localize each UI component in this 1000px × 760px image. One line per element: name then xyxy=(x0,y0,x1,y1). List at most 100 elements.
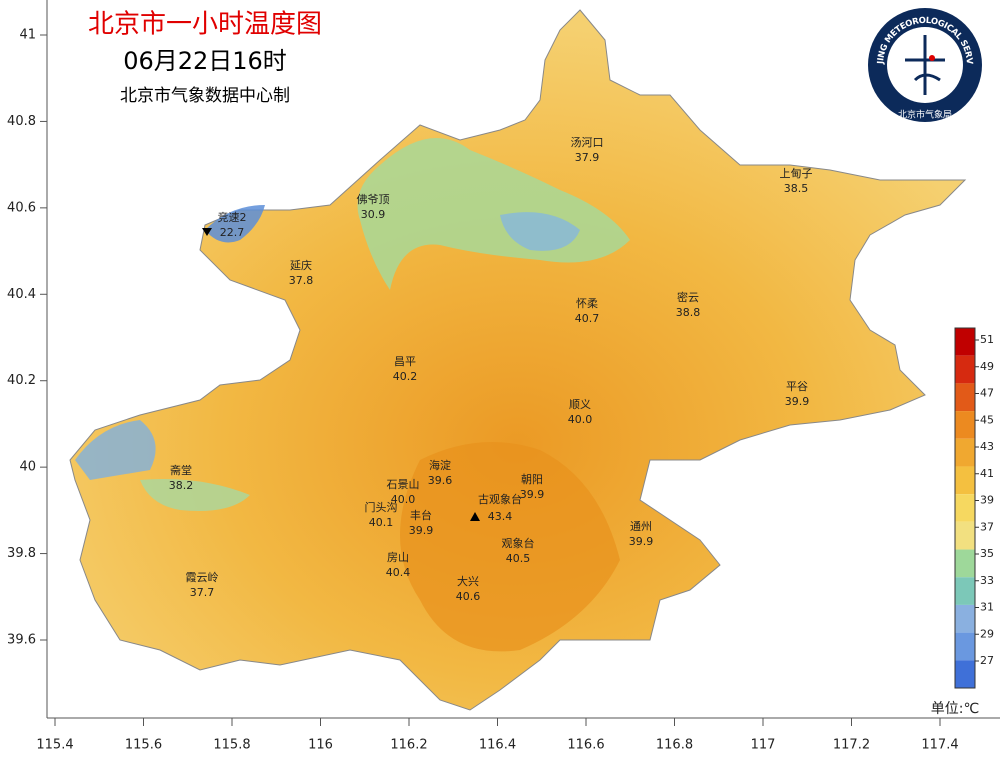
station-value: 39.9 xyxy=(520,488,545,501)
y-tick-label: 41 xyxy=(19,28,36,43)
map-producer: 北京市气象数据中心制 xyxy=(120,86,290,106)
colorbar-band xyxy=(955,632,975,661)
station-name: 石景山 xyxy=(387,478,420,491)
colorbar-tick-label: 37 xyxy=(980,520,994,533)
map-title: 北京市一小时温度图 xyxy=(88,10,322,40)
y-tick-label: 40.8 xyxy=(7,114,36,129)
station-value: 38.2 xyxy=(169,479,194,492)
x-tick-label: 116 xyxy=(308,738,333,753)
station-name: 朝阳 xyxy=(521,473,543,486)
x-tick-label: 115.4 xyxy=(36,738,73,753)
y-tick-label: 40.4 xyxy=(7,287,36,302)
station-value: 37.9 xyxy=(575,151,600,164)
colorbar-tick-label: 33 xyxy=(980,574,994,587)
x-tick-label: 116.2 xyxy=(390,738,427,753)
y-tick-label: 39.6 xyxy=(7,633,36,648)
x-tick-label: 115.6 xyxy=(125,738,162,753)
station-value: 40.5 xyxy=(506,552,531,565)
colorbar-tick-label: 27 xyxy=(980,654,994,667)
station-value: 40.1 xyxy=(369,516,394,529)
colorbar-tick-label: 31 xyxy=(980,601,994,614)
station-value: 30.9 xyxy=(361,208,386,221)
station-value: 39.9 xyxy=(629,535,654,548)
station-value: 40.2 xyxy=(393,370,418,383)
logo-dot xyxy=(929,55,935,61)
station-value: 40.4 xyxy=(386,566,411,579)
station-marker xyxy=(470,512,480,521)
x-tick-label: 115.8 xyxy=(213,738,250,753)
colorbar-tick-label: 41 xyxy=(980,467,994,480)
colorbar-frame xyxy=(954,327,976,689)
cool-zone xyxy=(75,420,156,480)
y-tick-label: 40 xyxy=(19,460,36,475)
station-value: 43.4 xyxy=(488,510,513,523)
logo-inner-text: 北京市气象局 xyxy=(898,109,952,121)
station-name: 昌平 xyxy=(394,355,416,368)
cool-zone xyxy=(357,138,630,290)
station-value: 38.8 xyxy=(676,306,701,319)
station-value: 38.5 xyxy=(784,182,809,195)
station-name: 上甸子 xyxy=(780,167,813,180)
station-name: 古观象台 xyxy=(478,492,522,506)
colorbar-tick-label: 39 xyxy=(980,494,994,507)
station-name: 斋堂 xyxy=(170,463,192,477)
colorbar-band xyxy=(955,494,975,522)
y-tick-label: 39.8 xyxy=(7,546,36,561)
station-name: 延庆 xyxy=(290,258,312,272)
station-name: 通州 xyxy=(630,520,652,533)
station-name: 房山 xyxy=(387,551,409,564)
station-name: 观象台 xyxy=(502,536,535,550)
station-value: 22.7 xyxy=(220,226,245,239)
station-value: 39.9 xyxy=(409,524,434,537)
station-value: 40.0 xyxy=(391,493,416,506)
colorbar-tick-label: 51 xyxy=(980,333,994,346)
y-tick-label: 40.6 xyxy=(7,200,36,215)
colorbar-band xyxy=(955,604,975,633)
colorbar-band xyxy=(955,411,975,439)
station-name: 竞速2 xyxy=(218,210,247,224)
station-value: 40.7 xyxy=(575,312,600,325)
station-name: 密云 xyxy=(677,290,699,304)
colorbar-tick-label: 45 xyxy=(980,413,994,426)
colorbar-band xyxy=(955,577,975,605)
logo-emblem xyxy=(905,35,945,95)
cool-zone xyxy=(140,479,250,511)
colorbar-band xyxy=(955,383,975,412)
station-name: 怀柔 xyxy=(576,297,598,310)
station-name: 霞云岭 xyxy=(186,570,219,584)
station-value: 40.6 xyxy=(456,590,481,603)
station-value: 37.8 xyxy=(289,274,314,287)
colorbar-band xyxy=(955,466,975,495)
x-tick-label: 116.8 xyxy=(656,738,693,753)
map-time: 06月22日16时 xyxy=(123,47,287,75)
x-tick-label: 117.2 xyxy=(833,738,870,753)
colorbar-band xyxy=(955,549,975,578)
station-value: 40.0 xyxy=(568,413,593,426)
station-name: 门头沟 xyxy=(365,500,398,514)
colorbar-tick-label: 43 xyxy=(980,440,994,453)
x-tick-label: 116.4 xyxy=(479,738,516,753)
colorbar-band xyxy=(955,660,975,688)
cool-zone xyxy=(500,212,580,251)
station-name: 丰台 xyxy=(410,508,432,522)
colorbar-tick-label: 49 xyxy=(980,360,994,373)
colorbar-band xyxy=(955,438,975,467)
station-value: 39.6 xyxy=(428,474,453,487)
station-name: 佛爷顶 xyxy=(357,192,390,206)
x-tick-label: 117 xyxy=(751,738,776,753)
station-name: 海淀 xyxy=(429,458,451,472)
x-tick-label: 116.6 xyxy=(567,738,604,753)
colorbar-tick-label: 35 xyxy=(980,547,994,560)
station-value: 39.9 xyxy=(785,395,810,408)
station-name: 大兴 xyxy=(457,574,479,588)
unit-label: 单位:℃ xyxy=(931,701,979,717)
hot-zone xyxy=(400,442,620,652)
colorbar-band xyxy=(955,328,975,356)
cold-zone xyxy=(205,205,265,243)
colorbar-tick-label: 47 xyxy=(980,387,994,400)
x-tick-label: 117.4 xyxy=(921,738,958,753)
colorbar-band xyxy=(955,521,975,550)
colorbar-tick-label: 29 xyxy=(980,627,994,640)
colorbar-band xyxy=(955,355,975,384)
